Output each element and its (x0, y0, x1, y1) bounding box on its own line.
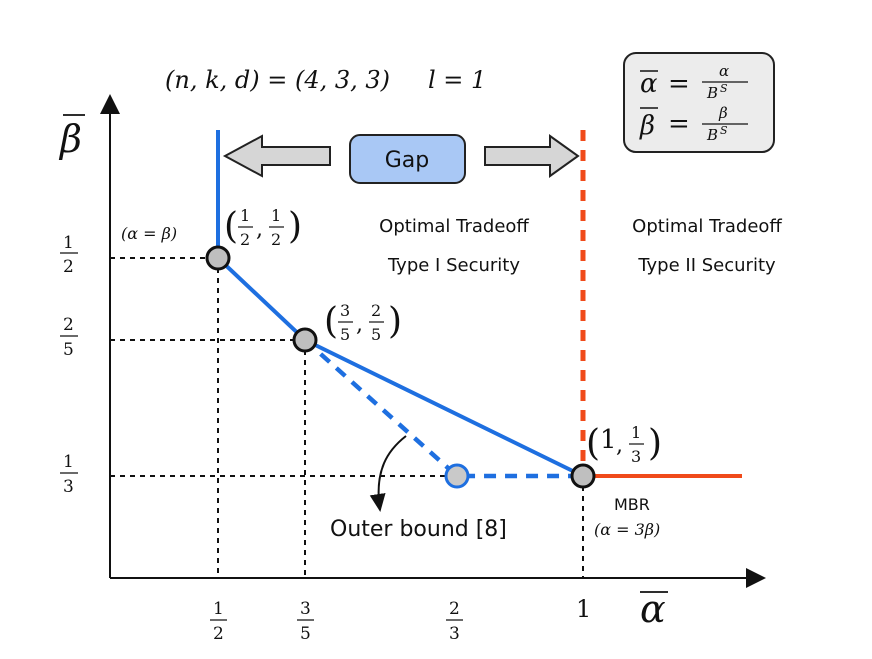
alpha-def-eq: = (668, 69, 690, 99)
point-mbr-label: ( 1 , 1 3 ) MBR (α = 3β) (586, 423, 662, 539)
y-tick-half-num: 1 (63, 233, 74, 253)
type2-region-line1: Optimal Tradeoff (632, 216, 782, 237)
point-outer-bound (444, 463, 470, 489)
title-l: l = 1 (428, 66, 486, 94)
point-35-num2: 2 (371, 301, 381, 320)
y-tick-third-den: 3 (63, 477, 74, 497)
point-half-den2: 2 (271, 230, 281, 249)
gap-label: Gap (385, 148, 430, 173)
title-params: (n, k, d) = (4, 3, 3) (165, 66, 390, 94)
definition-box-frame (623, 52, 775, 153)
outer-bound-label: Outer bound [8] (330, 517, 507, 542)
point-mbr-num2: 1 (631, 423, 641, 442)
type1-tradeoff-curve (216, 130, 584, 478)
point-mbr-den2: 3 (631, 447, 641, 466)
alpha-def-lhs: α (640, 69, 658, 99)
y-tick-half: 1 2 (60, 233, 78, 277)
y-axis-label: β (58, 117, 82, 161)
alpha-def-num: α (719, 62, 729, 80)
type1-region-line1: Optimal Tradeoff (379, 216, 529, 237)
alpha-def-den: B (706, 84, 718, 102)
y-tick-25-num: 2 (63, 315, 74, 335)
x-tick-35-num: 3 (300, 599, 311, 619)
point-35 (292, 327, 318, 353)
point-mbr-a: 1 (600, 425, 617, 455)
point-half-comma: , (256, 217, 263, 242)
alpha-def-den-sup: S (720, 82, 728, 95)
type2-region-line2: Type II Security (637, 255, 776, 276)
y-tick-25: 2 5 (60, 315, 78, 360)
point-mbr-lparen: ( (586, 423, 600, 464)
y-tick-half-den: 2 (63, 257, 74, 277)
guide-lines (110, 257, 584, 578)
point-half-den1: 2 (240, 230, 250, 249)
outer-bound-arrow (369, 435, 407, 512)
x-tick-23-num: 2 (449, 599, 460, 619)
y-tick-third: 1 3 (60, 452, 78, 497)
point-35-label: ( 3 5 , 2 5 ) (324, 301, 402, 344)
x-tick-35-den: 5 (300, 624, 311, 644)
point-half (205, 245, 231, 271)
x-tick-35: 3 5 (297, 599, 314, 644)
gap-box (349, 134, 466, 184)
point-mbr-tag: MBR (614, 495, 650, 514)
point-35-num1: 3 (340, 301, 350, 320)
point-mbr-note: (α = 3β) (594, 520, 660, 539)
point-half-rparen: ) (288, 206, 302, 247)
x-tick-half-den: 2 (213, 624, 224, 644)
x-tick-half-num: 1 (213, 599, 224, 619)
gap-left-arrow (222, 134, 331, 178)
gap-right-arrow (484, 134, 580, 178)
point-35-comma: , (356, 312, 363, 337)
x-tick-23: 2 3 (446, 599, 463, 644)
beta-def-num: β (718, 104, 728, 122)
point-half-label: (α = β) ( 1 2 , 1 2 ) (121, 206, 302, 249)
point-half-num1: 1 (240, 206, 250, 225)
x-tick-half: 1 2 (210, 599, 227, 644)
beta-def-lhs: β (639, 111, 655, 141)
beta-def-den: B (706, 126, 718, 144)
x-tick-one: 1 (576, 595, 591, 623)
point-mbr-comma: , (616, 433, 623, 458)
type1-region-line2: Type I Security (387, 255, 520, 276)
beta-def-eq: = (668, 109, 690, 139)
point-35-lparen: ( (324, 301, 338, 342)
beta-def-den-sup: S (720, 124, 728, 137)
point-35-rparen: ) (388, 301, 402, 342)
outer-bound-curve (303, 338, 583, 479)
x-axis-label: α (640, 587, 666, 631)
x-tick-23-den: 3 (449, 624, 460, 644)
point-mbr-rparen: ) (648, 423, 662, 464)
point-35-den2: 5 (371, 325, 381, 344)
definition-box: α = α B S β = β B S (623, 52, 775, 153)
point-half-note: (α = β) (121, 224, 177, 243)
y-tick-third-num: 1 (63, 452, 74, 472)
point-half-num2: 1 (271, 206, 281, 225)
point-mbr (570, 463, 596, 489)
point-half-lparen: ( (224, 206, 238, 247)
point-35-den1: 5 (340, 325, 350, 344)
y-tick-25-den: 5 (63, 340, 74, 360)
